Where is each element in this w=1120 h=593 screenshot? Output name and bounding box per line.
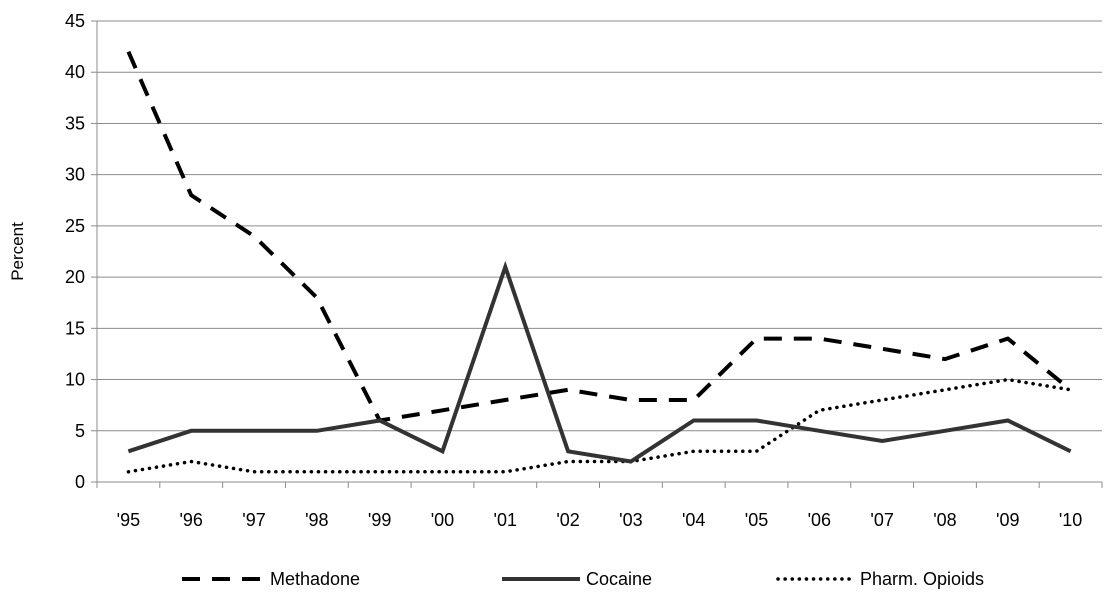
legend-label: Methadone (270, 569, 360, 589)
axes (91, 20, 1103, 488)
x-tick-label: '06 (808, 510, 831, 530)
series-lines (126, 50, 1073, 474)
x-tick-label: '04 (682, 510, 705, 530)
y-tick-label: 15 (65, 318, 85, 338)
x-tick-label: '09 (996, 510, 1019, 530)
y-tick-label: 30 (65, 165, 85, 185)
y-tick-label: 40 (65, 62, 85, 82)
x-tick-label: '99 (368, 510, 391, 530)
y-tick-label: 35 (65, 113, 85, 133)
x-tick-label: '03 (619, 510, 642, 530)
y-axis-title: Percent (8, 222, 27, 281)
legend-label: Pharm. Opioids (860, 569, 984, 589)
y-tick-label: 0 (75, 472, 85, 492)
series-line-pharm-opioids (126, 377, 1073, 474)
y-tick-label: 20 (65, 267, 85, 287)
x-tick-label: '08 (933, 510, 956, 530)
legend: Methadone Cocaine Pharm. Opioids (182, 569, 984, 589)
y-tick-label: 5 (75, 421, 85, 441)
x-tick-label: '96 (179, 510, 202, 530)
gridlines (97, 20, 1102, 432)
y-tick-labels: 0 5 10 15 20 25 30 35 40 45 (65, 11, 85, 492)
x-tick-label: '95 (117, 510, 140, 530)
x-tick-label: '97 (242, 510, 265, 530)
y-tick-label: 10 (65, 370, 85, 390)
legend-label: Cocaine (586, 569, 652, 589)
x-tick-label: '02 (556, 510, 579, 530)
y-tick-label: 45 (65, 11, 85, 31)
series-line-methadone (126, 50, 1072, 423)
x-tick-label: '98 (305, 510, 328, 530)
x-tick-label: '07 (870, 510, 893, 530)
x-tick-label: '00 (431, 510, 454, 530)
x-tick-label: '01 (494, 510, 517, 530)
x-tick-labels: '95 '96 '97 '98 '99 '00 '01 '02 '03 '04 '05 '06 '07 '… (117, 510, 1083, 530)
series-line-cocaine (127, 260, 1072, 464)
x-tick-label: '05 (745, 510, 768, 530)
x-tick-label: '10 (1059, 510, 1082, 530)
y-tick-label: 25 (65, 216, 85, 236)
